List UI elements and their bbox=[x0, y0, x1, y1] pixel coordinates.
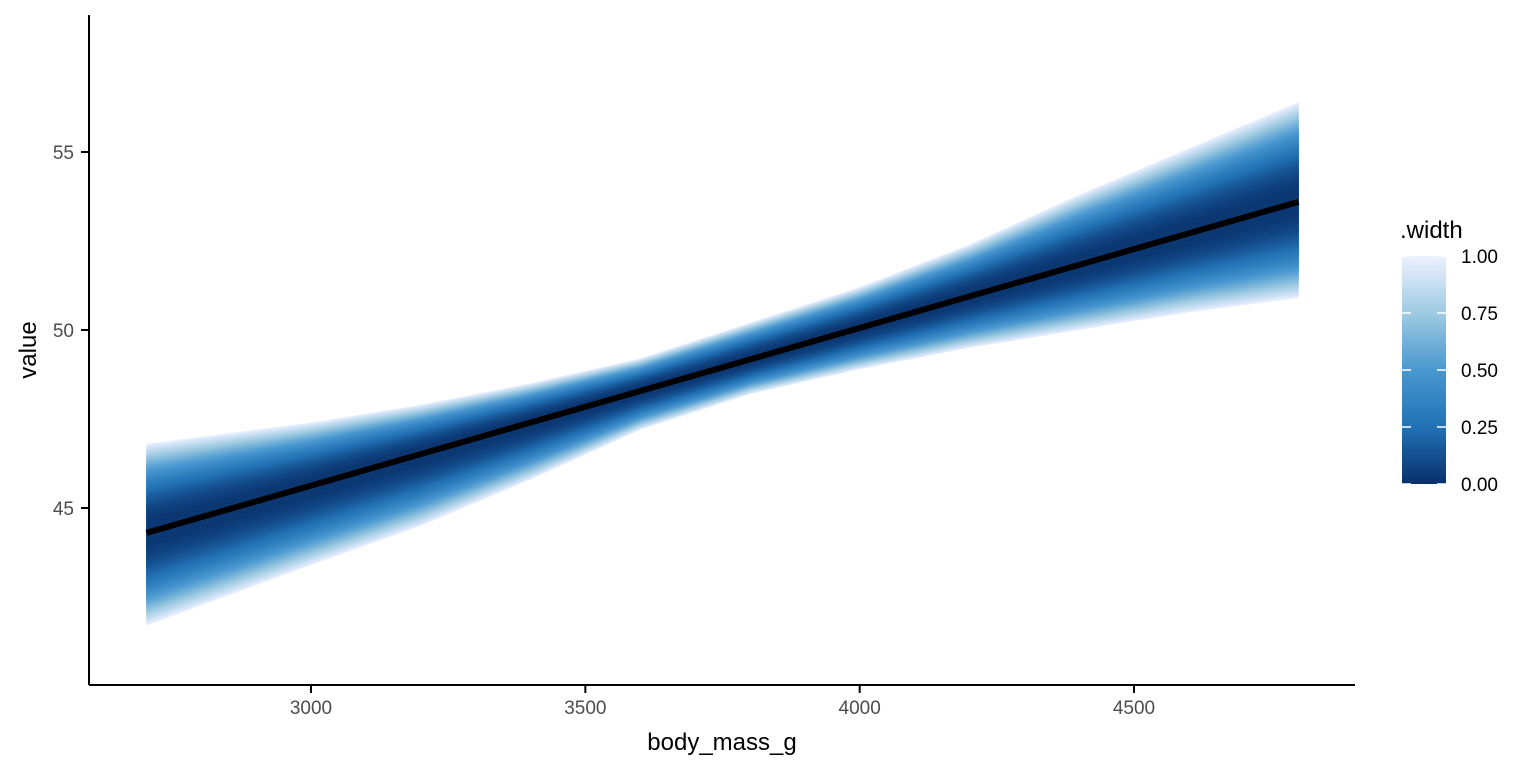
x-axis-title: body_mass_g bbox=[647, 729, 796, 756]
legend-break-label: 0.00 bbox=[1461, 475, 1498, 496]
legend-breaks: 1.00 0.75 0.50 0.25 0.00 bbox=[1402, 247, 1498, 496]
legend-break-label: 0.50 bbox=[1461, 361, 1498, 382]
median-line bbox=[145, 198, 1300, 536]
y-tick-label: 55 bbox=[53, 143, 74, 164]
x-axis-ticks: 3000 3500 4000 4500 bbox=[290, 685, 1155, 719]
legend-break-label: 0.75 bbox=[1461, 304, 1498, 325]
x-tick-label: 4500 bbox=[1113, 698, 1155, 719]
legend-break-label: 1.00 bbox=[1461, 247, 1498, 268]
y-tick-label: 45 bbox=[53, 499, 74, 520]
interval-bands bbox=[146, 102, 1299, 626]
y-axis-title: value bbox=[15, 321, 42, 378]
legend: .width 1.00 0.75 0.50 0.25 0.00 bbox=[1400, 217, 1498, 496]
x-tick-label: 3500 bbox=[564, 698, 606, 719]
legend-break-label: 0.25 bbox=[1461, 418, 1498, 439]
x-tick-label: 4000 bbox=[839, 698, 881, 719]
y-axis-ticks: 45 50 55 bbox=[53, 143, 89, 520]
legend-title: .width bbox=[1400, 217, 1463, 244]
y-tick-label: 50 bbox=[53, 321, 74, 342]
x-tick-label: 3000 bbox=[290, 698, 332, 719]
